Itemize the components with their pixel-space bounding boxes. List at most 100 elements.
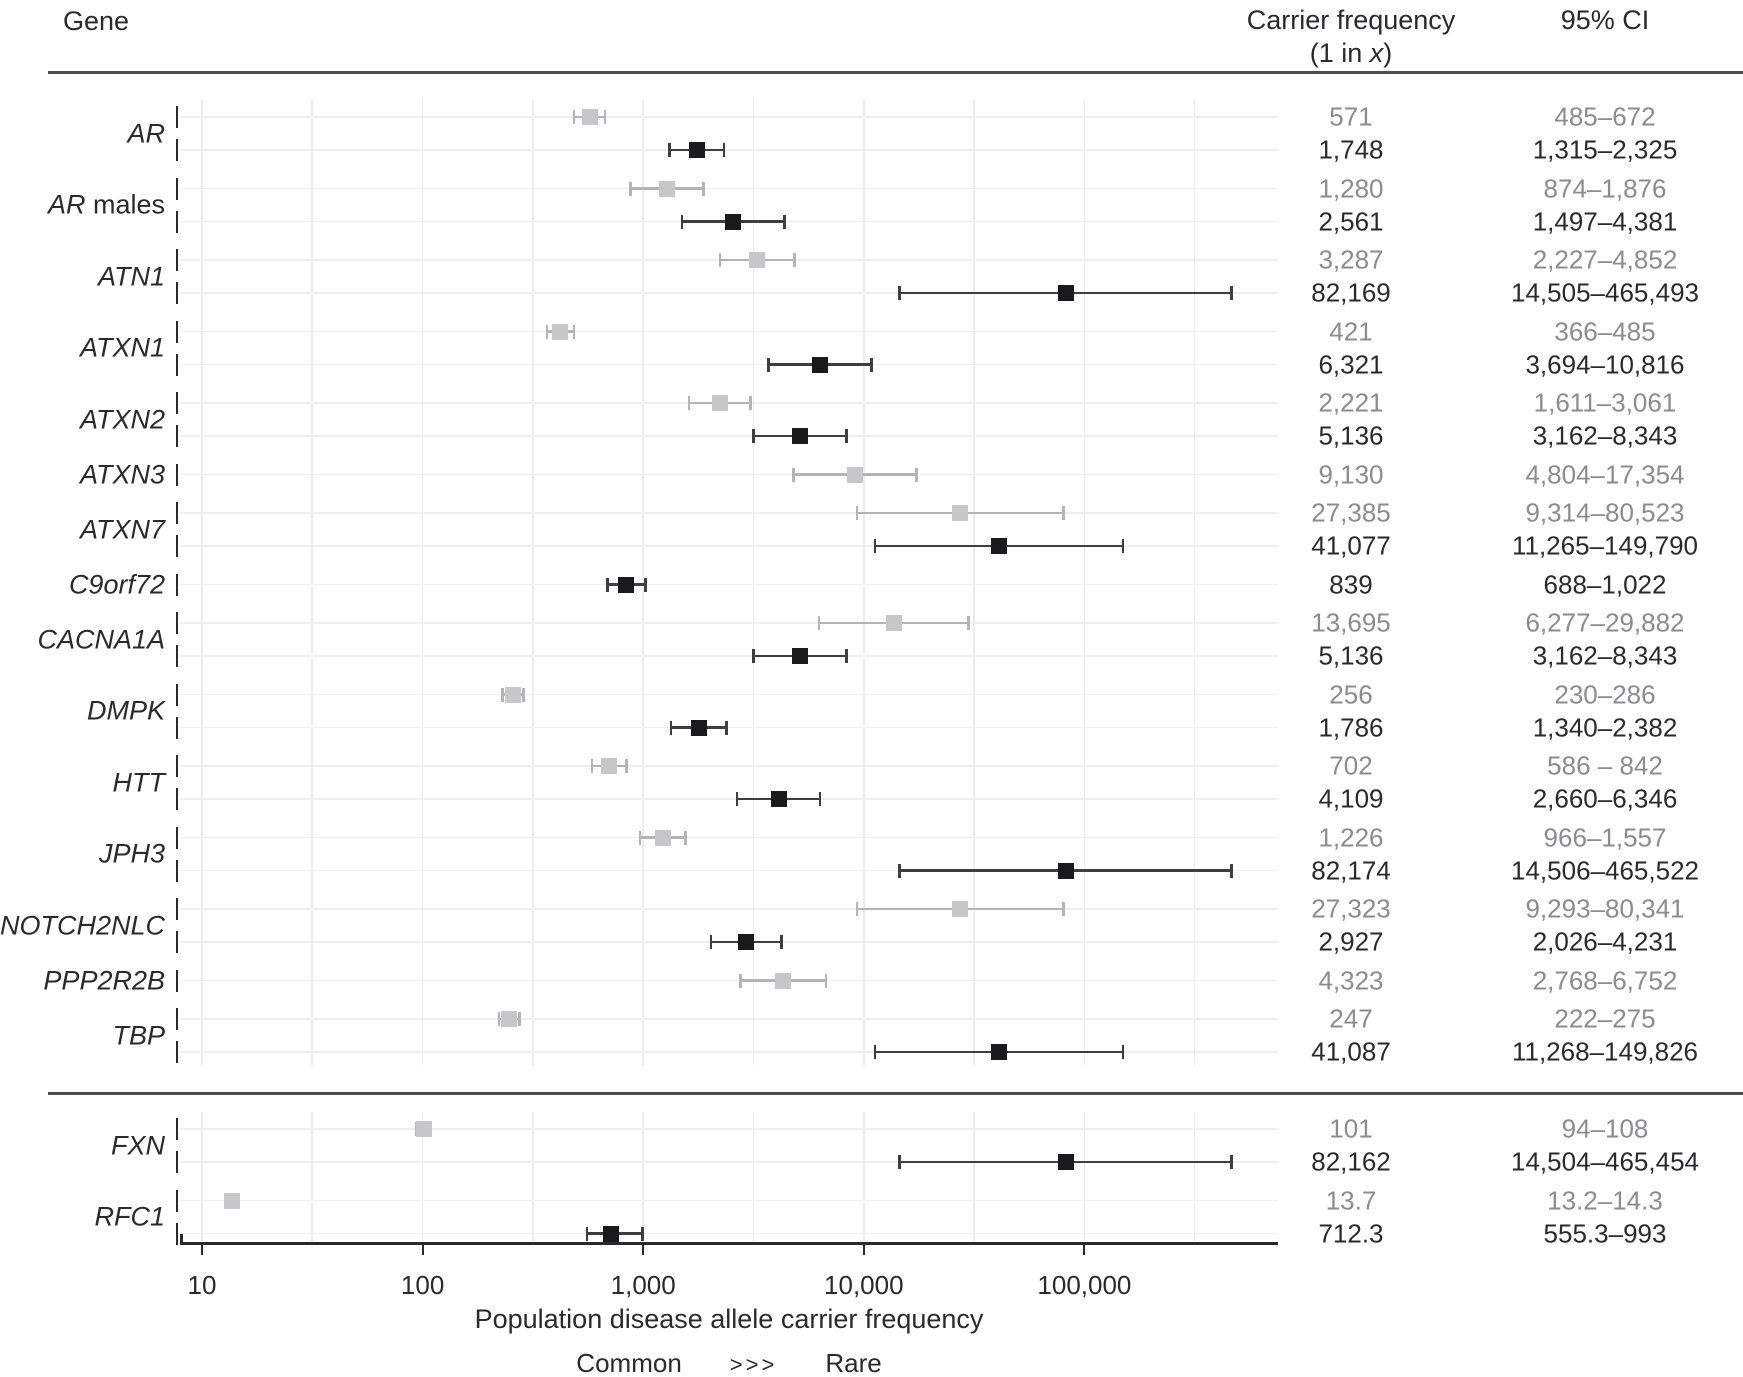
y-axis-row-tick — [176, 1008, 178, 1030]
ci-cap-high — [702, 181, 705, 196]
carrier-frequency-value: 41,087 — [1311, 1036, 1391, 1067]
ci-cap-high — [684, 830, 687, 845]
carrier-frequency-value: 571 — [1329, 101, 1373, 132]
vertical-gridline — [532, 1112, 534, 1241]
gene-label: NOTCH2NLC — [0, 910, 165, 941]
y-axis-row-tick — [176, 755, 178, 777]
gene-label: ATXN7 — [0, 514, 165, 545]
ci-cap-low — [752, 649, 755, 663]
ci-cap-high — [722, 143, 726, 157]
ci-value: 966–1,557 — [1543, 822, 1667, 852]
carrier-frequency-value: 5,136 — [1318, 420, 1384, 451]
gene-symbol: JPH3 — [98, 838, 165, 869]
ci-value: 9,293–80,341 — [1525, 893, 1685, 924]
ci-cap-low — [817, 616, 821, 630]
ci-value: 485–672 — [1554, 101, 1656, 132]
point-marker — [749, 252, 766, 268]
gene-symbol: ATXN1 — [79, 332, 165, 363]
point-marker — [552, 323, 569, 340]
gene-symbol: TBP — [112, 1020, 165, 1050]
ci-value: 2,026–4,231 — [1532, 926, 1678, 957]
ci-value: 3,162–8,343 — [1532, 640, 1678, 671]
ci-cap-low — [709, 935, 713, 949]
ci-cap-high — [522, 687, 525, 702]
gene-label: C9orf72 — [0, 569, 165, 600]
x-axis-tick-label: 1,000 — [610, 1270, 676, 1300]
x-axis-tick — [201, 1244, 203, 1255]
ci-cap-high — [1121, 1045, 1125, 1059]
ci-value: 1,611–3,061 — [1533, 387, 1677, 418]
y-axis-row-tick — [176, 502, 178, 524]
row-gridline — [180, 798, 1278, 800]
row-gridline — [180, 545, 1278, 547]
vertical-gridline — [863, 1112, 865, 1241]
ci-value: 874–1,876 — [1543, 173, 1667, 203]
row-gridline — [180, 622, 1278, 624]
gene-label: HTT — [0, 767, 165, 798]
row-gridline — [180, 473, 1278, 476]
point-marker — [885, 615, 902, 631]
ci-cap-low — [752, 429, 755, 443]
ci-value: 14,506–465,522 — [1511, 855, 1699, 885]
row-gridline — [180, 693, 1278, 696]
ci-cap-high — [749, 396, 752, 410]
ci-value: 11,265–149,790 — [1511, 530, 1699, 561]
row-gridline — [180, 836, 1278, 839]
row-gridline — [180, 869, 1278, 872]
y-axis-row-tick — [176, 249, 178, 271]
ci-cap-high — [1230, 286, 1233, 300]
y-axis-row-tick — [176, 788, 178, 810]
carrier-frequency-value: 27,385 — [1311, 497, 1391, 528]
column-header-gene: Gene — [63, 6, 130, 36]
carrier-frequency-value: 2,221 — [1318, 387, 1384, 418]
carrier-frequency-value: 13,695 — [1311, 607, 1391, 638]
carrier-frequency-value: 1,786 — [1318, 712, 1384, 742]
point-marker — [738, 934, 755, 950]
vertical-gridline — [973, 1112, 975, 1241]
gene-symbol: ATXN7 — [79, 514, 165, 544]
ci-cap-high — [824, 973, 828, 988]
point-marker — [1057, 285, 1074, 301]
point-marker — [690, 719, 707, 736]
gene-symbol: ATN1 — [97, 261, 165, 291]
ci-value: 688–1,022 — [1543, 569, 1667, 599]
ci-value: 1,340–2,382 — [1532, 712, 1678, 742]
ci-cap-high — [793, 253, 796, 267]
column-header-carrier-frequency: Carrier frequency (1 in x) — [1247, 4, 1456, 70]
row-gridline — [180, 330, 1278, 333]
point-marker — [581, 109, 598, 125]
carrier-frequency-value: 82,162 — [1311, 1146, 1391, 1177]
gene-label: AR — [0, 118, 165, 149]
ci-cap-high — [518, 1012, 521, 1026]
y-axis-row-tick — [176, 392, 178, 414]
gene-symbol: ATXN2 — [79, 404, 165, 434]
point-marker — [501, 1011, 518, 1027]
ci-value: 11,268–149,826 — [1511, 1036, 1699, 1067]
ci-cap-high — [572, 324, 576, 339]
row-gridline — [180, 292, 1278, 294]
ci-cap-low — [898, 1155, 901, 1169]
gene-label: ATXN3 — [0, 459, 165, 490]
gene-symbol: FXN — [111, 1130, 165, 1160]
ci-value: 1,497–4,381 — [1532, 206, 1678, 236]
y-axis-row-tick — [176, 1118, 178, 1140]
gene-symbol: AR — [127, 118, 165, 148]
carrier-frequency-value: 256 — [1329, 679, 1373, 709]
point-marker — [791, 648, 808, 664]
y-axis-row-tick — [176, 535, 178, 557]
vertical-gridline — [752, 100, 755, 1065]
point-marker — [654, 829, 671, 846]
ci-value: 1,315–2,325 — [1532, 134, 1678, 165]
carrier-frequency-header-line2: (1 in x) — [1247, 37, 1456, 70]
gene-label: DMPK — [0, 696, 165, 727]
ci-cap-high — [845, 429, 848, 443]
ci-cap-low — [668, 143, 671, 157]
ci-cap-high — [641, 1226, 644, 1241]
ci-cap-high — [1230, 863, 1233, 878]
gene-label: AR males — [0, 190, 165, 221]
y-axis-row-tick — [176, 931, 178, 953]
gene-symbol: HTT — [112, 767, 165, 797]
y-axis-row-tick — [176, 106, 178, 128]
y-axis-row-tick — [176, 683, 178, 706]
carrier-frequency-value: 2,927 — [1318, 926, 1384, 957]
